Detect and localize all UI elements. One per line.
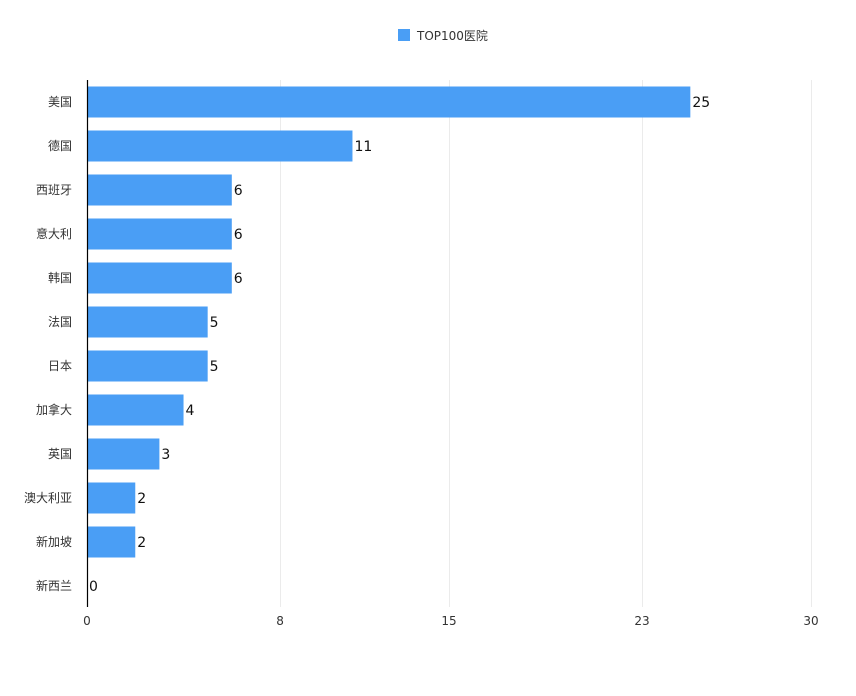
data-label: 3 — [161, 447, 170, 463]
category-label: 美国 — [48, 95, 72, 109]
data-label: 6 — [234, 183, 243, 199]
x-tick-label: 0 — [83, 614, 91, 628]
category-label: 西班牙 — [36, 183, 72, 197]
bar — [87, 482, 136, 514]
data-label: 2 — [137, 535, 146, 551]
category-label: 英国 — [48, 447, 72, 461]
bar — [87, 438, 160, 470]
data-label: 25 — [692, 95, 710, 111]
data-label: 11 — [354, 139, 372, 155]
data-label: 6 — [234, 227, 243, 243]
data-label: 4 — [186, 403, 195, 419]
category-label: 法国 — [48, 315, 72, 329]
legend-label: TOP100医院 — [417, 28, 488, 43]
data-label: 5 — [210, 359, 219, 375]
bar — [87, 262, 232, 294]
x-tick-label: 15 — [441, 614, 456, 628]
category-label: 澳大利亚 — [24, 491, 72, 505]
bar — [87, 394, 184, 426]
data-label: 5 — [210, 315, 219, 331]
category-label: 意大利 — [36, 226, 72, 241]
bar — [87, 306, 208, 338]
category-label: 新加坡 — [36, 534, 72, 549]
category-label: 德国 — [48, 138, 72, 153]
category-label: 韩国 — [48, 270, 72, 285]
bar — [87, 350, 208, 382]
data-label: 6 — [234, 271, 243, 287]
legend: TOP100医院 — [398, 27, 488, 43]
category-label: 新西兰 — [36, 578, 72, 593]
category-label: 日本 — [48, 359, 72, 373]
bar — [87, 218, 232, 250]
bar — [87, 86, 691, 118]
legend-swatch — [398, 29, 410, 41]
x-tick-label: 8 — [276, 614, 284, 628]
bar — [87, 526, 136, 558]
data-label: 0 — [89, 579, 98, 595]
category-label: 加拿大 — [36, 402, 72, 417]
bar — [87, 174, 232, 206]
data-label: 2 — [137, 491, 146, 507]
bar — [87, 130, 353, 162]
x-tick-label: 30 — [803, 614, 818, 628]
x-tick-label: 23 — [634, 614, 649, 628]
